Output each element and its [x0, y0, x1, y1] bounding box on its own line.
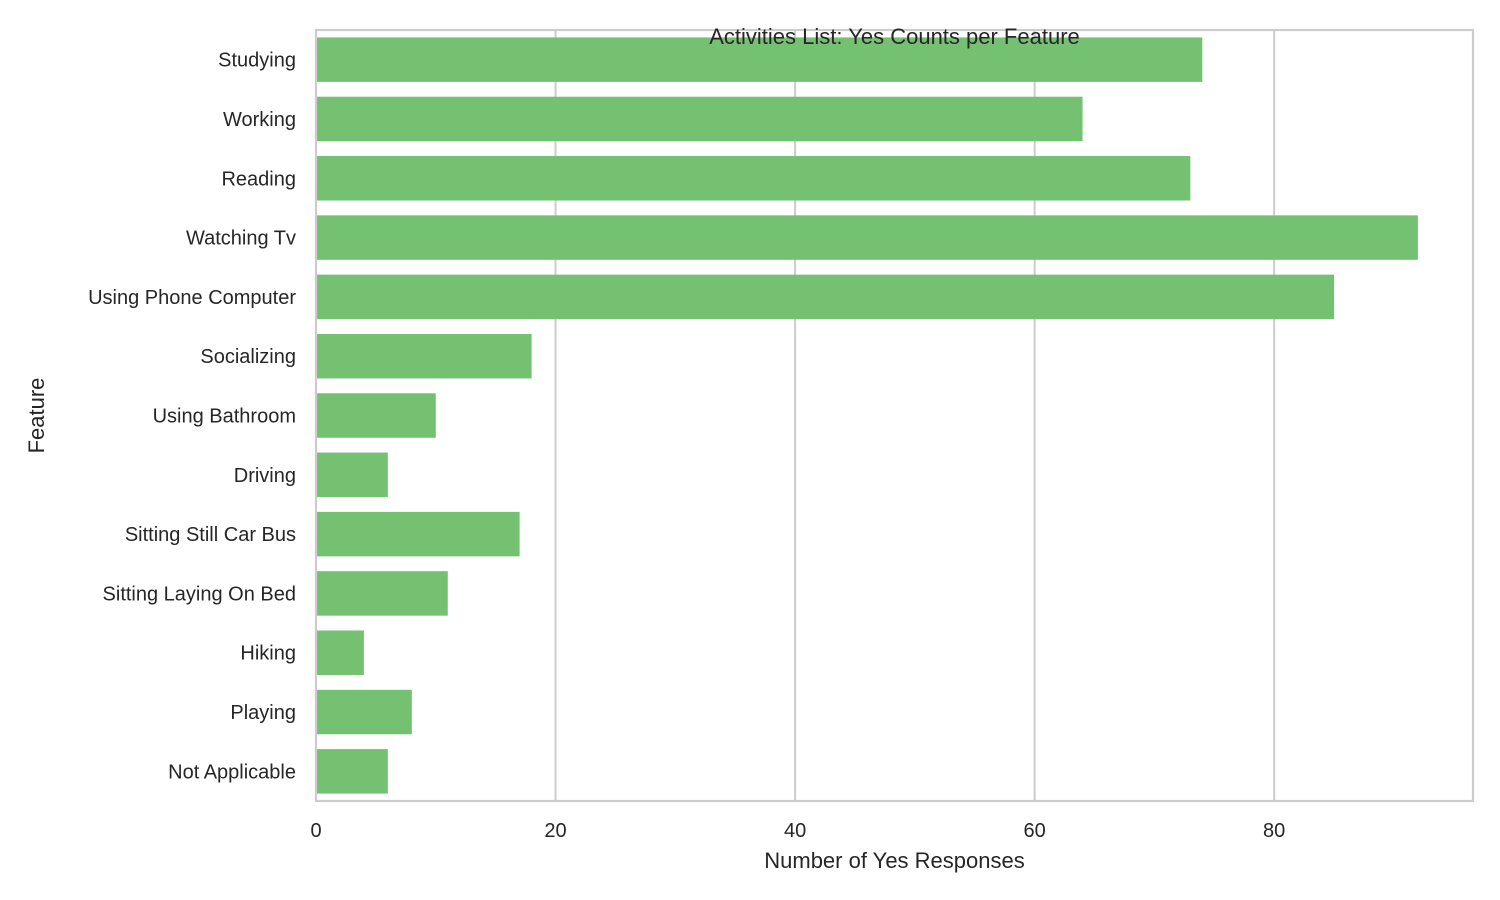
- bar-studying: [316, 37, 1203, 82]
- x-tick-label-40: 40: [784, 820, 806, 842]
- y-tick-label-working: Working: [223, 109, 296, 131]
- y-tick-label-using-phone-computer: Using Phone Computer: [88, 287, 296, 309]
- y-axis-label: Feature: [24, 378, 49, 454]
- gridlines: [554, 30, 1276, 801]
- x-tick-label-60: 60: [1024, 820, 1046, 842]
- x-tick-label-0: 0: [310, 820, 321, 842]
- bar-sitting-laying-on-bed: [316, 571, 448, 616]
- y-tick-label-sitting-still-car-bus: Sitting Still Car Bus: [125, 524, 296, 546]
- bar-socializing: [316, 333, 532, 379]
- bar-not-applicable: [316, 749, 388, 794]
- y-tick-label-sitting-laying-on-bed: Sitting Laying On Bed: [103, 583, 296, 605]
- bar-driving: [316, 452, 388, 498]
- y-tick-labels: Studying Working Reading Watching Tv Using P…: [88, 50, 296, 784]
- bar-watching-tv: [316, 215, 1418, 260]
- y-tick-label-not-applicable: Not Applicable: [168, 761, 296, 783]
- x-tick-label-20: 20: [544, 820, 566, 842]
- y-tick-label-reading: Reading: [221, 168, 296, 190]
- x-tick-labels: 0 20 40 60 80: [310, 820, 1285, 842]
- bar-working: [316, 96, 1083, 142]
- y-tick-label-hiking: Hiking: [240, 643, 296, 665]
- bar-sitting-still-car-bus: [316, 511, 520, 557]
- y-tick-label-socializing: Socializing: [200, 346, 296, 368]
- bar-using-bathroom: [316, 393, 436, 438]
- bar-playing: [316, 689, 412, 735]
- chart-title: Activities List: Yes Counts per Feature: [709, 24, 1080, 49]
- x-tick-label-80: 80: [1263, 820, 1285, 842]
- bars: [316, 37, 1418, 794]
- bar-hiking: [316, 630, 364, 675]
- y-tick-label-using-bathroom: Using Bathroom: [153, 406, 296, 428]
- x-axis-label: Number of Yes Responses: [764, 848, 1025, 873]
- y-tick-label-playing: Playing: [230, 702, 296, 724]
- y-tick-label-driving: Driving: [234, 465, 296, 487]
- bar-reading: [316, 156, 1191, 201]
- y-tick-label-studying: Studying: [218, 50, 296, 72]
- bar-using-phone-computer: [316, 274, 1335, 320]
- y-tick-label-watching-tv: Watching Tv: [186, 228, 296, 250]
- plot-frame: [314, 28, 1475, 803]
